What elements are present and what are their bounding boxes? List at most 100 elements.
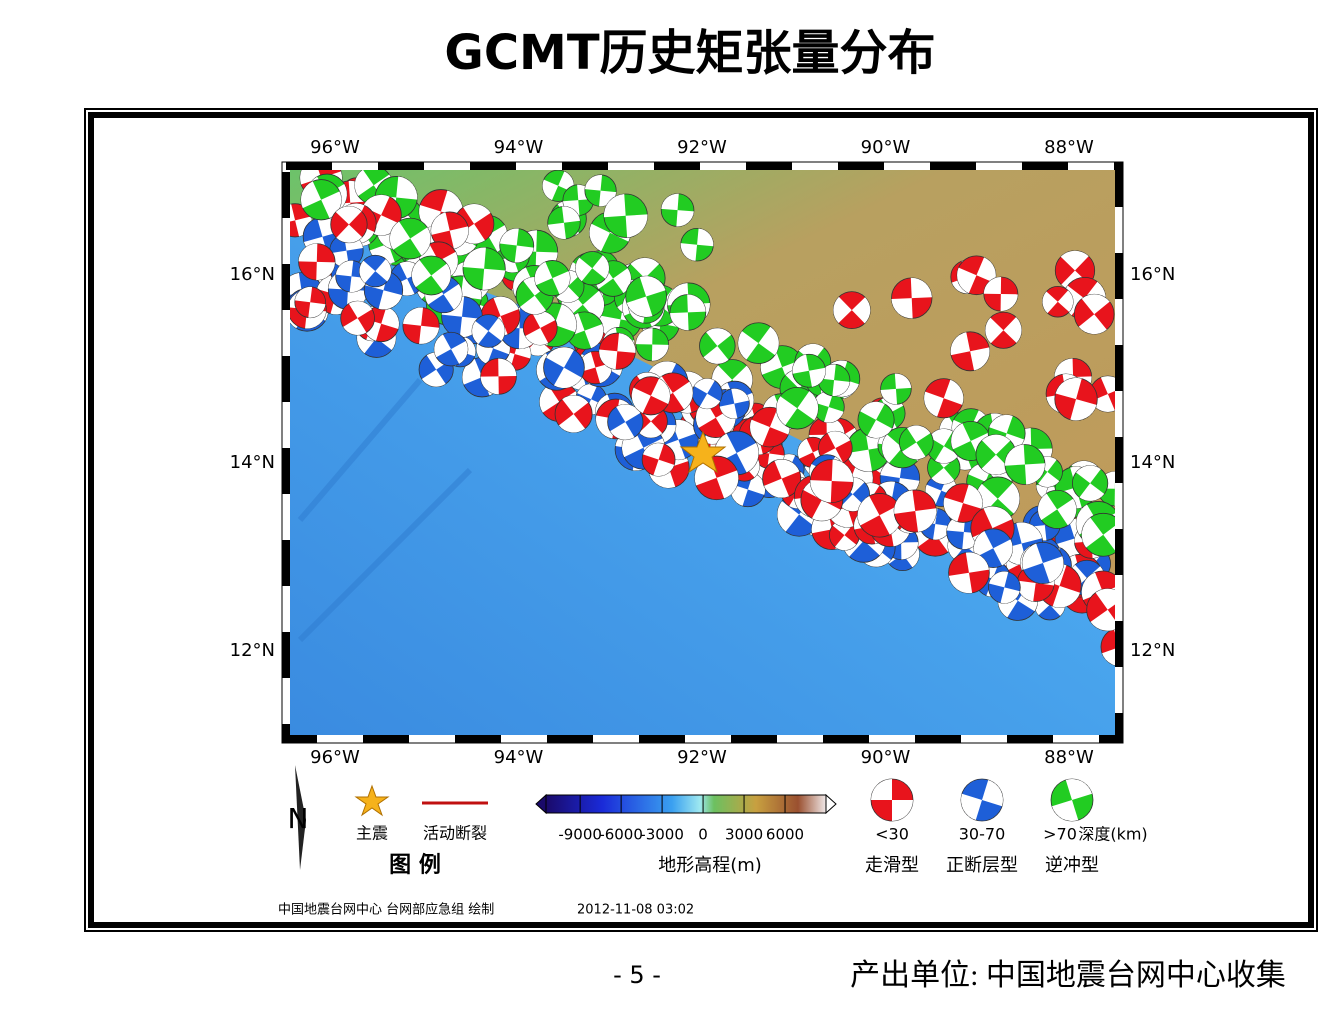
ball-white <box>472 321 489 345</box>
ball-white <box>493 296 519 317</box>
beachball <box>298 243 336 281</box>
ball-white <box>951 423 971 450</box>
beachball <box>1004 444 1046 485</box>
ball-white <box>519 295 547 315</box>
producer: 产出单位: 中国地震台网中心收集 <box>850 959 1286 992</box>
beachball <box>948 551 990 594</box>
ball-white <box>1052 585 1081 608</box>
ball-white <box>1057 290 1074 313</box>
beachball <box>983 276 1019 312</box>
beachball <box>641 442 676 477</box>
beachball <box>1037 489 1077 529</box>
lon-label: 94°W <box>494 137 544 158</box>
beachball <box>625 275 667 318</box>
ball-white <box>1081 294 1110 315</box>
fault-label: 活动断裂 <box>423 824 487 843</box>
lon-label: 90°W <box>861 137 911 158</box>
ball-white <box>750 419 770 446</box>
ball-white <box>556 286 580 303</box>
ball-white <box>1051 800 1079 821</box>
ball-white <box>542 179 559 201</box>
beachball <box>893 489 937 533</box>
ball-white <box>699 393 721 409</box>
ball-white <box>764 478 789 498</box>
ball-white <box>714 433 737 463</box>
ball-white <box>777 501 800 532</box>
beachball <box>857 401 895 439</box>
beachball <box>1021 541 1064 585</box>
ball-white <box>562 206 581 223</box>
ball-white <box>697 228 714 247</box>
beachball <box>607 403 644 441</box>
ball-white <box>526 338 551 356</box>
ball-white <box>882 434 903 463</box>
beachball <box>471 314 506 348</box>
ball-white <box>989 414 1013 434</box>
ball-white <box>736 442 759 473</box>
ball-white <box>824 407 844 423</box>
beachball <box>699 327 736 365</box>
mechanism-icon <box>870 778 914 822</box>
ball-white <box>1079 483 1105 501</box>
ball-white <box>1024 463 1045 485</box>
ball-white <box>431 212 450 235</box>
lon-label: 92°W <box>677 747 727 768</box>
cbar-tick-label: -9000 <box>558 826 602 844</box>
ball-white <box>290 204 296 222</box>
ball-white <box>813 391 834 408</box>
ball-white <box>295 216 312 237</box>
ball-white <box>910 277 932 299</box>
ball-white <box>651 344 669 361</box>
ball-white <box>1060 250 1089 271</box>
ball-white <box>965 552 990 573</box>
ball-white <box>680 243 698 261</box>
ball-white <box>981 434 1011 455</box>
ball-white <box>539 385 560 413</box>
ball-white <box>774 459 800 479</box>
ball-white <box>943 497 964 522</box>
beachball <box>988 571 1021 604</box>
ball-white <box>381 306 400 330</box>
beachball <box>680 227 714 262</box>
beachball <box>984 311 1022 349</box>
ball-white <box>562 395 589 414</box>
ball-white <box>827 431 851 449</box>
ball-white <box>988 571 1009 588</box>
mechanism-type: 正断层型 <box>946 855 1018 876</box>
ball-white <box>592 255 610 279</box>
ball-white <box>316 261 336 281</box>
beachball <box>691 378 723 410</box>
ball-white <box>935 446 959 464</box>
beachball <box>547 206 581 240</box>
ball-white <box>440 190 463 218</box>
lat-label: 16°N <box>1130 264 1175 285</box>
north-arrow <box>295 765 306 870</box>
ball-white <box>335 260 354 277</box>
beachball <box>462 247 506 291</box>
ball-white <box>983 506 1013 529</box>
ball-white <box>630 257 660 279</box>
cbar-tick-label: 0 <box>698 826 708 844</box>
map-border <box>282 162 1123 743</box>
ball-white <box>915 508 937 532</box>
ball-white <box>402 307 424 326</box>
lat-label: 16°N <box>230 264 275 285</box>
beachball <box>631 376 671 416</box>
ball-white <box>639 421 663 438</box>
lon-label: 88°W <box>1044 747 1094 768</box>
ball-white <box>929 428 953 447</box>
beachball <box>1042 286 1074 318</box>
ball-white <box>613 268 631 294</box>
ball-white <box>631 387 651 414</box>
elevation-title: 地形高程(m) <box>658 855 762 876</box>
date: 2012-11-08 03:02 <box>577 903 694 918</box>
ball-white <box>846 449 873 472</box>
ball-white <box>298 243 318 262</box>
credit: 中国地震台网中心 台网部应急组 绘制 <box>278 902 494 918</box>
ball-white <box>963 484 983 509</box>
ball-white <box>525 328 549 345</box>
ball-white <box>1081 517 1104 548</box>
ball-white <box>577 384 598 400</box>
beachball <box>718 388 750 420</box>
ball-white <box>1091 394 1115 412</box>
